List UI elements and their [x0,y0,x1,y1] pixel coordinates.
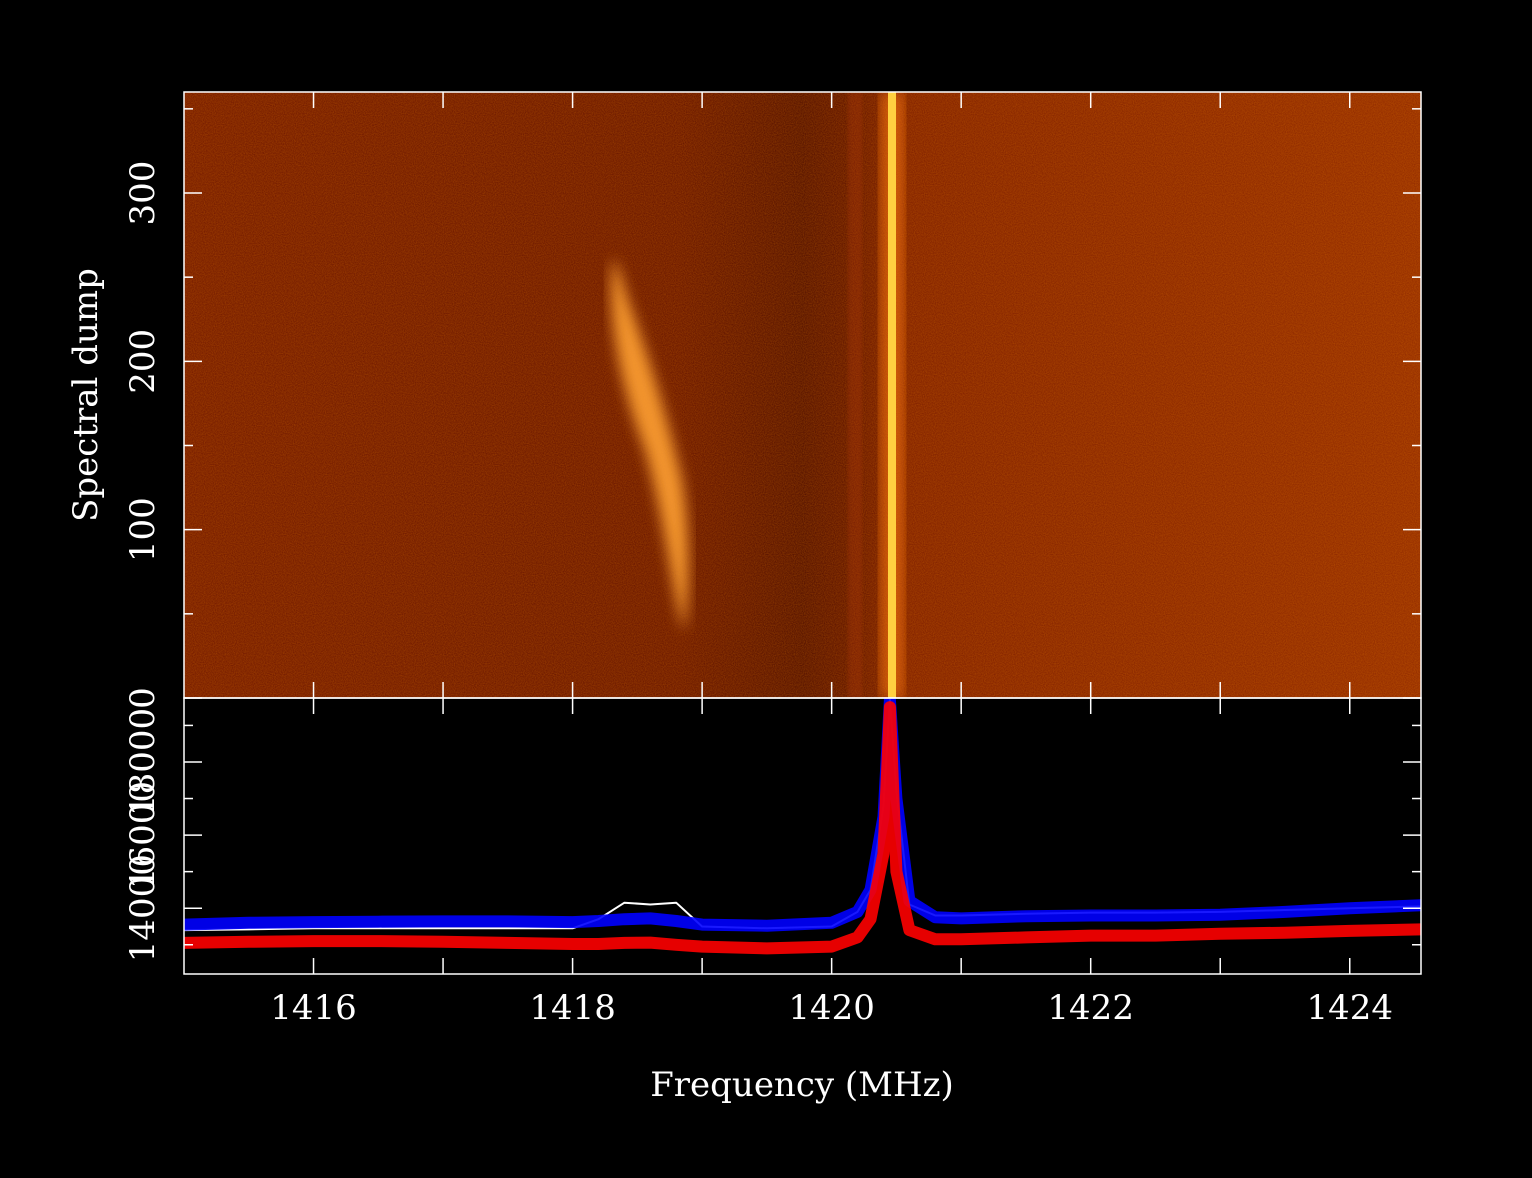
spectrum-line [184,698,1421,932]
x-tick-label: 1416 [270,988,357,1028]
y-tick-label: 0 [123,687,163,709]
spectrum-line [184,701,1421,955]
y-axis-label: Spectral dump [66,268,106,522]
spectrum-lines [184,698,1421,955]
y-tick-label: 200 [123,329,163,394]
x-tick-label: 1420 [788,988,875,1028]
x-tick-label: 1422 [1047,988,1134,1028]
y-tick-label: 100 [123,497,163,562]
y-tick-label: 14000 [123,854,163,962]
spectrum-line [184,698,1421,932]
y-tick-label: 300 [123,161,163,226]
bottom-frame [183,697,1422,975]
x-tick-label: 1418 [529,988,616,1028]
y-tick-label: 18000 [123,708,163,816]
y-tick-label: 16000 [123,781,163,889]
x-tick-label: 1424 [1306,988,1393,1028]
waterfall-image [184,92,1421,698]
x-axis-label: Frequency (MHz) [650,1065,954,1105]
